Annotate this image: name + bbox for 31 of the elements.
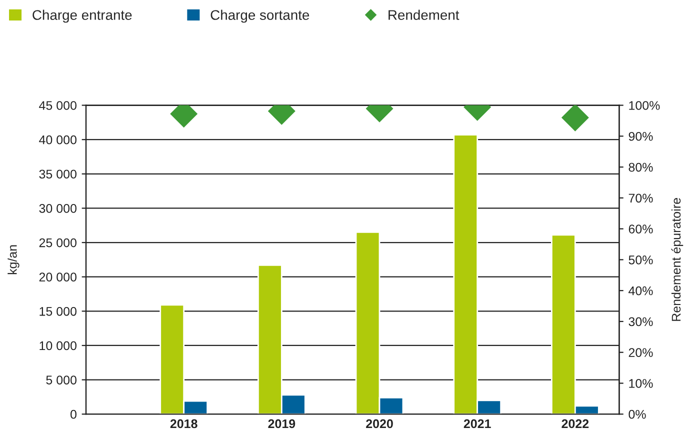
y-tick-label: 45 000 [39, 101, 76, 110]
legend-label: Rendement [388, 10, 460, 20]
y-tick-label: 5 000 [46, 376, 76, 384]
y2-tick-label: 40% [628, 286, 653, 296]
y-tick-label: 40 000 [39, 135, 76, 144]
y2-tick-label: 100% [629, 101, 660, 110]
y2-tick-label: 60% [628, 224, 653, 234]
y2-tick-label: 80% [628, 162, 653, 172]
y-tick-label: 20 000 [39, 272, 76, 282]
x-tick-label: 2019 [268, 419, 296, 428]
x-tick-label: 2022 [562, 419, 589, 428]
y-tick-label: 10 000 [40, 341, 76, 350]
y2-tick-label: 70% [628, 194, 653, 203]
y-tick-label: 15 000 [40, 306, 76, 316]
y2-tick-label: 0% [628, 410, 646, 419]
legend-label: Charge entrante [32, 10, 132, 23]
legend-label: Charge sortante [210, 10, 310, 23]
y2-tick-label: 20% [628, 348, 653, 357]
x-tick-label: 2020 [366, 419, 393, 428]
x-tick-label: 2018 [170, 419, 198, 428]
y2-tick-label: 30% [628, 317, 653, 326]
y-tick-label: 0 [70, 410, 76, 419]
y2-tick-label: 90% [628, 132, 653, 141]
y-tick-label: 30 000 [39, 204, 76, 213]
y2-tick-label: 10% [629, 379, 653, 388]
y-axis-title: kg/an [8, 245, 20, 274]
y2-tick-label: 50% [628, 255, 653, 264]
y-tick-label: 35 000 [39, 170, 76, 179]
y-tick-label: 25 000 [39, 238, 76, 248]
x-tick-label: 2021 [464, 419, 491, 428]
y2-axis-title: Rendement épuratoire [671, 198, 684, 321]
